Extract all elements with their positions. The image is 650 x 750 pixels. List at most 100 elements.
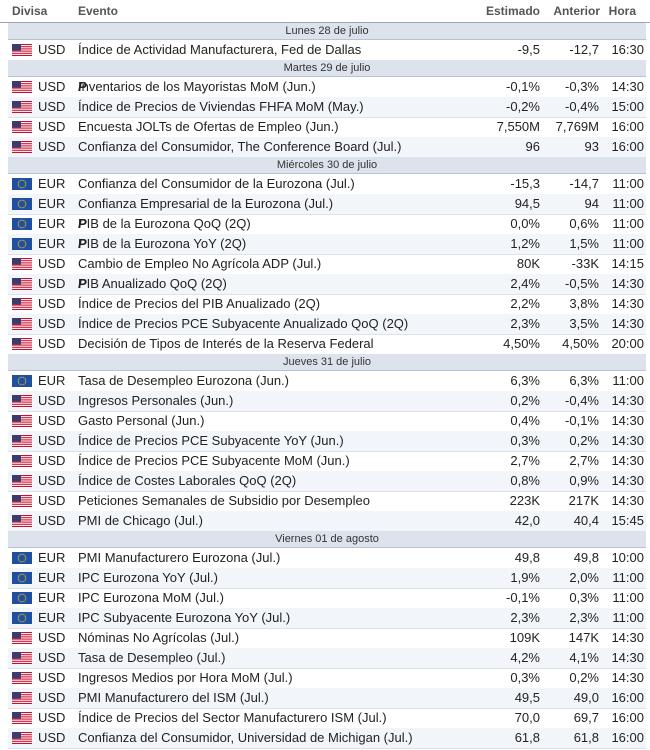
estimate: 1,2% (510, 236, 540, 251)
previous: 4,1% (569, 650, 599, 665)
time: 14:30 (611, 473, 644, 488)
flag-us (12, 652, 32, 664)
currency: USD (38, 630, 66, 645)
day-header: Lunes 28 de julio (8, 23, 646, 40)
currency: USD (38, 473, 66, 488)
col-anterior: Anterior (553, 4, 600, 18)
previous: 94 (584, 196, 599, 211)
estimate: -15,3 (510, 176, 540, 191)
time: 14:30 (611, 670, 644, 685)
event-row: USD Índice de Precios de Viviendas FHFA M… (8, 97, 646, 118)
estimate: -0,2% (506, 99, 540, 114)
estimate: 0,2% (510, 393, 540, 408)
estimate: 2,3% (510, 610, 540, 625)
previous: -14,7 (569, 176, 599, 191)
event-name: PIB de la Eurozona YoY (2Q) P (78, 234, 246, 254)
estimate: 49,5 (514, 690, 540, 705)
event-text: Índice de Actividad Manufacturera, Fed d… (78, 42, 362, 57)
event-text: Índice de Precios del Sector Manufacture… (78, 710, 387, 725)
event-text: IPC Subyacente Eurozona YoY (Jul.) (78, 610, 291, 625)
estimate: 80K (516, 256, 540, 271)
previous: -0,4% (565, 393, 599, 408)
currency: USD (38, 296, 66, 311)
event-text: Tasa de Desempleo (Jul.) (78, 650, 226, 665)
currency: USD (38, 493, 66, 508)
time: 16:30 (611, 42, 644, 57)
event-name: PIB Anualizado QoQ (2Q) P (78, 274, 227, 294)
time: 16:00 (611, 119, 644, 134)
currency: EUR (38, 236, 66, 251)
event-text: Confianza Empresarial de la Eurozona (Ju… (78, 196, 334, 211)
flag-eu (12, 612, 32, 624)
event-row: USD PMI Manufacturero del ISM (Jul.) 49,5 4… (8, 688, 646, 709)
flag-us (12, 415, 32, 427)
currency: USD (38, 670, 66, 685)
currency: USD (38, 79, 66, 94)
time: 15:45 (611, 513, 644, 528)
time: 20:00 (611, 336, 644, 351)
event-text: Decisión de Tipos de Interés de la Reser… (78, 336, 374, 351)
time: 14:30 (611, 453, 644, 468)
previous: -0,5% (565, 276, 599, 291)
previous: -0,3% (565, 79, 599, 94)
event-text: PMI Manufacturero del ISM (Jul.) (78, 690, 269, 705)
currency: USD (38, 433, 66, 448)
event-text: IPC Eurozona MoM (Jul.) (78, 590, 224, 605)
currency: USD (38, 316, 66, 331)
time: 11:00 (612, 373, 644, 388)
flag-us (12, 44, 32, 56)
event-row: USD Índice de Precios PCE Subyacente MoM … (8, 451, 646, 472)
time: 14:30 (611, 493, 644, 508)
flag-us (12, 672, 32, 684)
flag-eu (12, 552, 32, 564)
event-row: EUR Confianza del Consumidor de la Eurozo… (8, 174, 646, 195)
currency: USD (38, 276, 66, 291)
estimate: 0,8% (510, 473, 540, 488)
flag-us (12, 632, 32, 644)
event-text: PMI Manufacturero Eurozona (Jul.) (78, 550, 281, 565)
previous: 147K (568, 630, 599, 645)
flag-us (12, 278, 32, 290)
previous: 2,0% (569, 570, 599, 585)
event-text: Ingresos Medios por Hora MoM (Jul.) (78, 670, 293, 685)
event-text: PIB de la Eurozona QoQ (2Q) (78, 216, 251, 231)
event-text: PMI de Chicago (Jul.) (78, 513, 203, 528)
event-row: USD Gasto Personal (Jun.) 0,4% -0,1% 14:30 (8, 411, 646, 432)
event-row: USD Ingresos Medios por Hora MoM (Jul.) 0,… (8, 668, 646, 689)
event-text: IPC Eurozona YoY (Jul.) (78, 570, 218, 585)
event-text: Índice de Precios PCE Subyacente MoM (Ju… (78, 453, 350, 468)
previous: 0,6% (569, 216, 599, 231)
time: 14:30 (611, 433, 644, 448)
flag-eu (12, 198, 32, 210)
event-name: Inventarios de los Mayoristas MoM (Jun.)… (78, 77, 316, 97)
preliminary-flag: P (78, 216, 87, 231)
currency: EUR (38, 570, 66, 585)
time: 14:30 (611, 650, 644, 665)
previous: 1,5% (569, 236, 599, 251)
currency: USD (38, 139, 66, 154)
event-row: USD Decisión de Tipos de Interés de la Re… (8, 334, 646, 355)
currency: EUR (38, 216, 66, 231)
event-row: USD Cambio de Empleo No Agrícola ADP (Jul… (8, 254, 646, 275)
previous: 49,8 (573, 550, 599, 565)
event-text: Tasa de Desempleo Eurozona (Jun.) (78, 373, 290, 388)
time: 16:00 (611, 690, 644, 705)
estimate: 70,0 (514, 710, 540, 725)
event-row: USD Peticiones Semanales de Subsidio por … (8, 491, 646, 512)
currency: EUR (38, 196, 66, 211)
time: 15:00 (611, 99, 644, 114)
event-row: EUR PIB de la Eurozona YoY (2Q) P 1,2% 1,5%… (8, 234, 646, 255)
estimate: 2,4% (510, 276, 540, 291)
flag-eu (12, 375, 32, 387)
estimate: 0,3% (510, 670, 540, 685)
time: 16:00 (611, 730, 644, 745)
event-text: PIB de la Eurozona YoY (2Q) (78, 236, 247, 251)
preliminary-flag: P (78, 236, 87, 251)
currency: EUR (38, 176, 66, 191)
event-row: EUR PIB de la Eurozona QoQ (2Q) P 0,0% 0,6%… (8, 214, 646, 235)
event-text: Inventarios de los Mayoristas MoM (Jun.) (78, 79, 316, 94)
time: 14:30 (611, 296, 644, 311)
currency: EUR (38, 373, 66, 388)
previous: 40,4 (573, 513, 599, 528)
event-row: USD Índice de Precios PCE Subyacente Anua… (8, 314, 646, 335)
